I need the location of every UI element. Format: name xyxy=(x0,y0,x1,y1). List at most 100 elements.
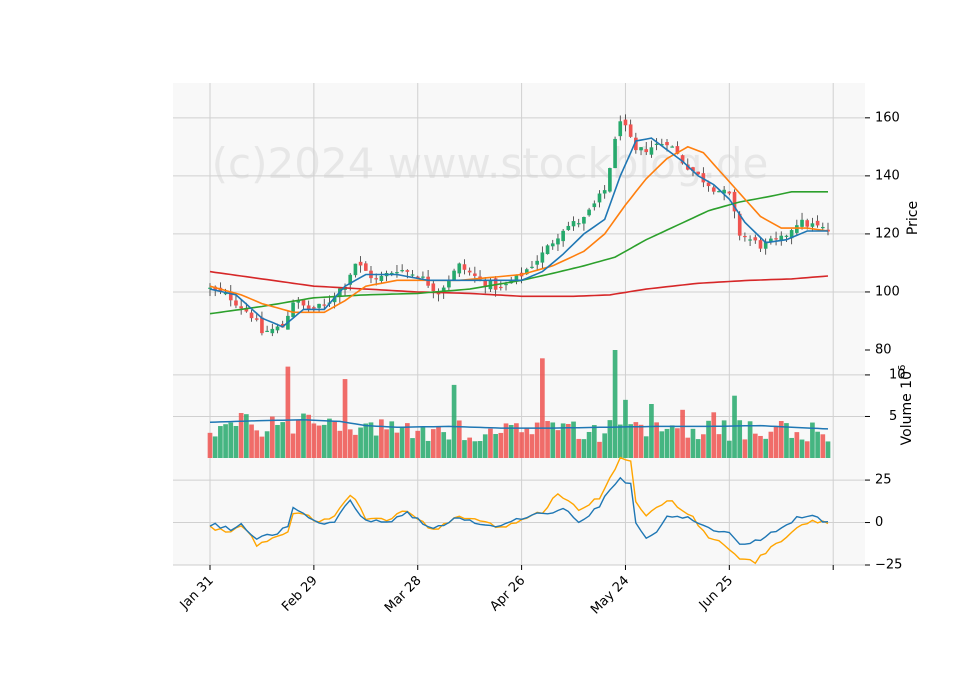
x-tick-label: May 24 xyxy=(588,573,632,617)
volume-axis-label: Volume 106 xyxy=(897,365,915,446)
candle-body xyxy=(306,305,311,310)
volume-bar xyxy=(290,433,296,458)
volume-bar xyxy=(799,439,805,458)
volume-bar xyxy=(545,421,550,458)
volume-bar xyxy=(711,412,717,458)
volume-bar xyxy=(810,422,815,458)
volume-bar xyxy=(597,441,602,458)
volume-avg-line xyxy=(209,419,829,430)
candle-body xyxy=(561,230,565,242)
volume-bar xyxy=(332,420,337,458)
volume-bar xyxy=(659,431,665,458)
candle-body xyxy=(805,220,810,227)
volume-bar xyxy=(238,412,244,458)
candle-body xyxy=(312,307,316,309)
candle-body xyxy=(654,143,659,145)
candle-body xyxy=(379,275,384,281)
candle-body xyxy=(322,304,327,306)
volume-bar xyxy=(524,427,530,458)
volume-bar xyxy=(477,441,483,458)
volume-bar xyxy=(446,439,452,458)
candle-body xyxy=(820,226,825,229)
candle-body xyxy=(675,146,680,154)
volume-bar xyxy=(560,423,566,458)
candle-body xyxy=(405,270,410,272)
volume-bar xyxy=(353,434,358,458)
candle-body xyxy=(587,209,591,216)
candle-body xyxy=(597,193,602,203)
volume-bar xyxy=(643,436,649,458)
volume-bar xyxy=(467,437,473,458)
volume-bar xyxy=(591,425,597,458)
candle-body xyxy=(208,287,212,289)
volume-bar xyxy=(550,422,556,458)
candle-body xyxy=(499,286,503,289)
volume-bar xyxy=(306,414,312,458)
volume-bar xyxy=(680,409,685,458)
volume-bar xyxy=(275,424,280,458)
candle-body xyxy=(789,230,794,239)
candle-body xyxy=(758,240,763,249)
candle-body xyxy=(618,121,623,137)
candle-body xyxy=(473,273,477,276)
volume-bar xyxy=(752,433,758,458)
volume-bar xyxy=(726,440,732,458)
candle-body xyxy=(431,283,436,292)
price-tick-label: 100 xyxy=(875,284,900,299)
volume-bar xyxy=(373,435,379,458)
candle-body xyxy=(447,280,451,288)
volume-bar xyxy=(758,435,763,458)
candle-body xyxy=(452,270,456,280)
candle-body xyxy=(353,263,358,276)
volume-bar xyxy=(571,421,576,458)
volume-bar xyxy=(825,441,831,458)
candle-body xyxy=(576,223,581,225)
volume-bar xyxy=(420,426,426,458)
candle-body xyxy=(628,124,633,137)
volume-bar xyxy=(425,440,431,458)
volume-bar xyxy=(768,431,774,458)
price-tick-label: 120 xyxy=(875,226,900,241)
volume-bar xyxy=(804,441,810,458)
volume-bar xyxy=(576,438,582,458)
x-tick-label: Apr 26 xyxy=(487,573,528,614)
candle-body xyxy=(332,297,337,303)
candle-body xyxy=(701,173,706,183)
ma-long-line xyxy=(209,270,829,298)
volume-bar xyxy=(503,423,509,458)
candle-body xyxy=(810,223,815,227)
volume-bar xyxy=(612,350,618,458)
volume-bar xyxy=(540,358,545,458)
volume-bar xyxy=(784,423,789,458)
volume-bar xyxy=(654,422,659,458)
volume-bar xyxy=(669,425,675,458)
volume-bar xyxy=(763,438,769,458)
volume-bar xyxy=(410,438,415,458)
candle-body xyxy=(680,155,685,164)
candle-body xyxy=(234,300,238,306)
volume-bar xyxy=(259,436,265,458)
candle-body xyxy=(530,266,534,268)
volume-bar xyxy=(311,423,317,458)
volume-bar xyxy=(233,425,239,458)
candle-body xyxy=(717,191,721,193)
candle-body xyxy=(540,252,545,263)
volume-bar xyxy=(451,384,457,458)
x-tick-label: Jan 31 xyxy=(177,573,217,613)
candle-body xyxy=(623,119,628,126)
candle-body xyxy=(743,235,747,238)
candle-body xyxy=(249,312,254,319)
candle-body xyxy=(639,147,643,151)
volume-bar xyxy=(244,414,249,458)
volume-bar xyxy=(581,439,587,458)
candle-body xyxy=(358,261,363,266)
candle-body xyxy=(239,306,243,309)
candle-body xyxy=(254,318,259,320)
candle-body xyxy=(467,270,472,273)
candle-body xyxy=(727,191,732,194)
osc-tick-label: 0 xyxy=(875,515,883,530)
candle-body xyxy=(737,213,742,236)
volume-bar xyxy=(269,416,275,458)
volume-bar xyxy=(607,420,613,458)
